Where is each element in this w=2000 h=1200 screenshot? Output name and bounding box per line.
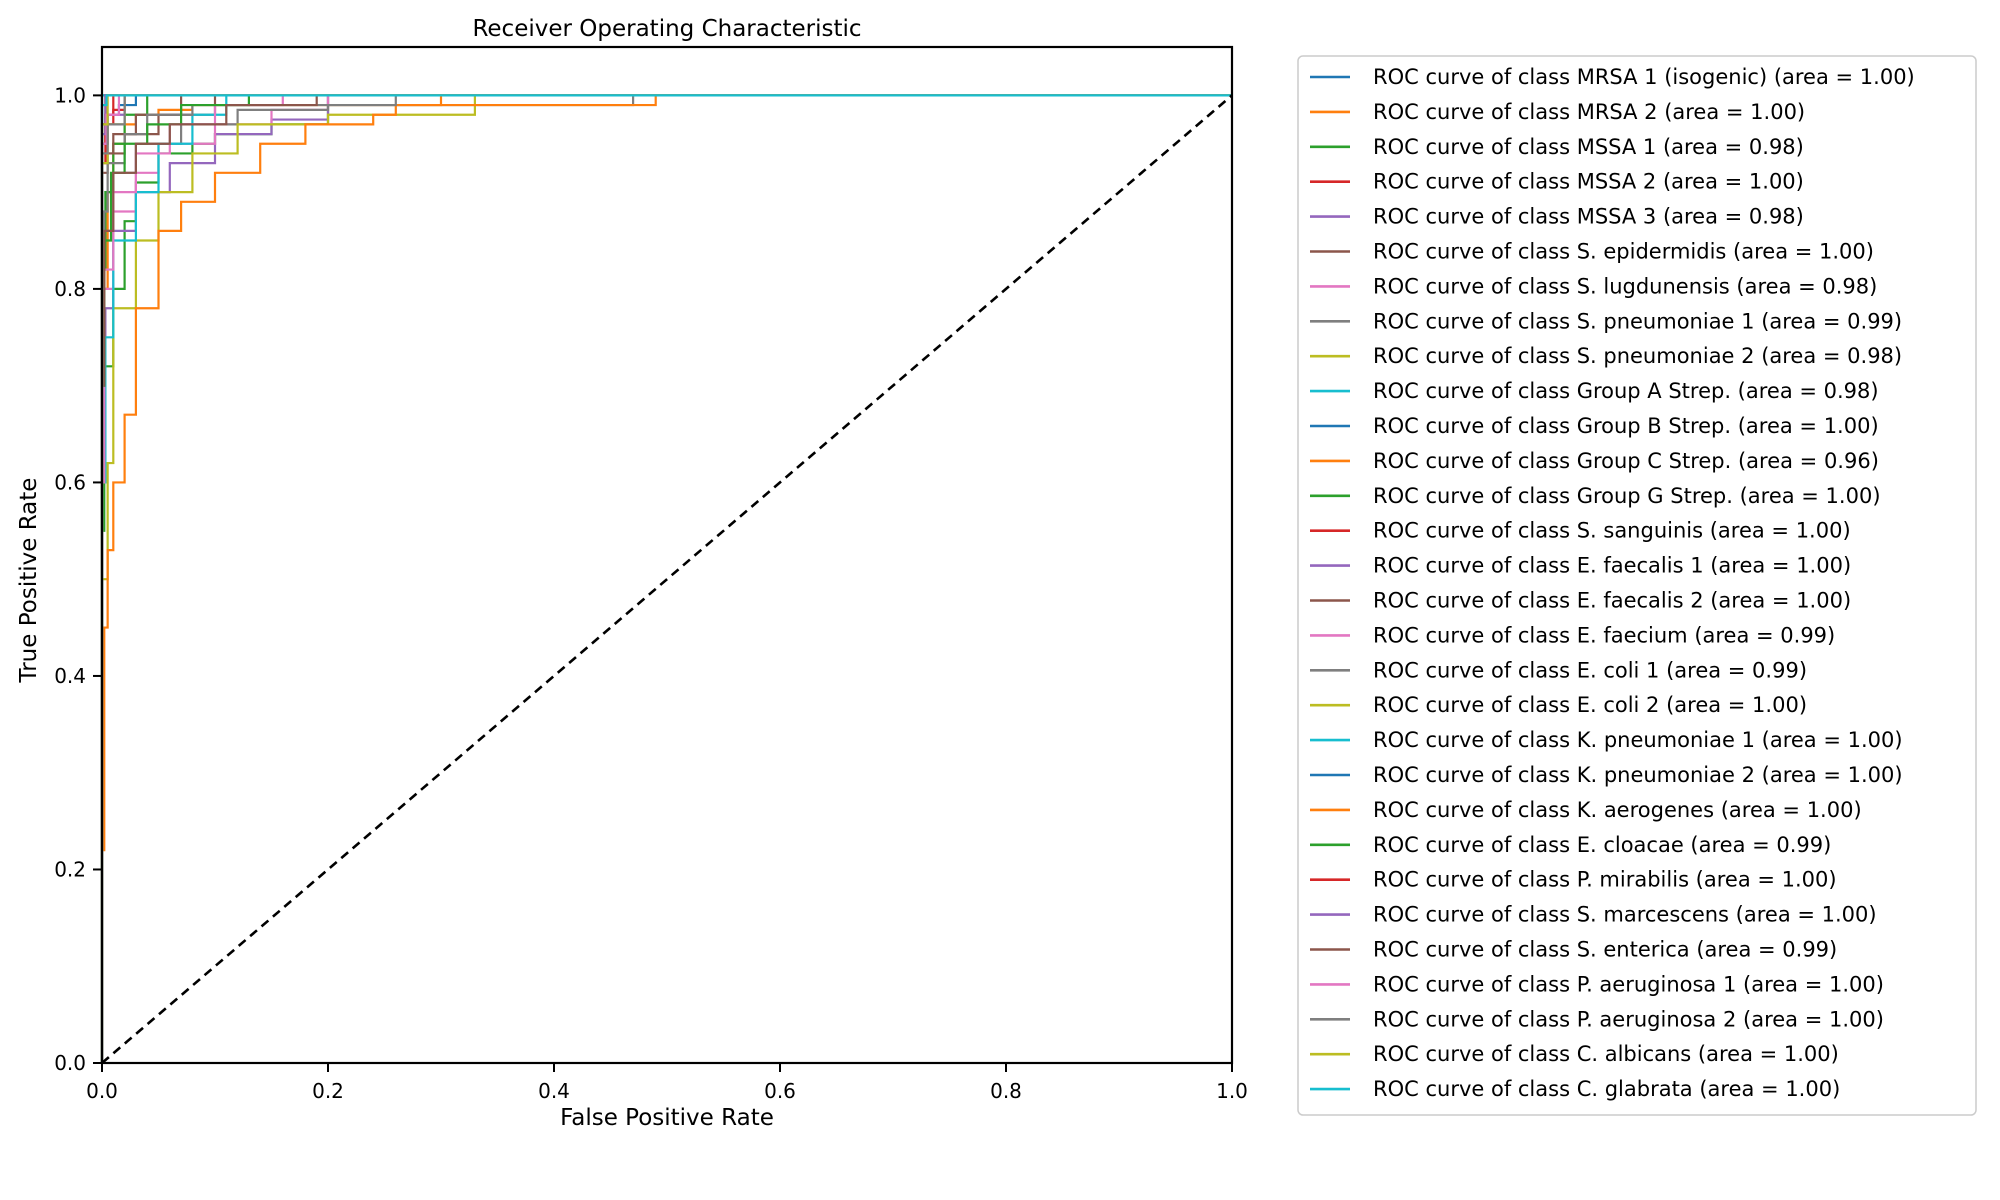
legend-entry-label: ROC curve of class E. coli 1 (area = 0.9… [1373,658,1807,682]
axes: 0.0 0.2 0.4 0.6 0.8 1.0 0.0 0.2 0.4 0.6 0.8 1.0 [54,45,1248,1103]
chance-diagonal-line [101,94,1233,1064]
legend-entry-label: ROC curve of class S. marcescens (area =… [1373,903,1877,927]
legend-entry-label: ROC curve of class E. faecalis 1 (area =… [1373,554,1851,578]
x-tick-label: 0.2 [312,1079,344,1103]
y-tick-label: 1.0 [54,83,86,107]
roc-series-26 [100,94,1232,1063]
x-tick-label: 1.0 [1216,1079,1248,1103]
x-tick-label: 0.0 [86,1079,118,1103]
legend-entry-label: ROC curve of class S. enterica (area = 0… [1373,938,1837,962]
legend-entry-label: ROC curve of class K. pneumoniae 1 (area… [1373,728,1903,752]
x-axis-label: False Positive Rate [560,1105,774,1131]
legend-entry-label: ROC curve of class K. aerogenes (area = … [1373,798,1862,822]
legend-entry-label: ROC curve of class P. aeruginosa 1 (area… [1373,972,1884,996]
legend-entry-label: ROC curve of class E. coli 2 (area = 1.0… [1373,693,1807,717]
legend-entry-label: ROC curve of class MSSA 2 (area = 1.00) [1373,170,1804,194]
legend-entry-label: ROC curve of class S. pneumoniae 1 (area… [1373,309,1902,333]
legend-entry-label: ROC curve of class Group G Strep. (area … [1373,484,1881,508]
legend-entry-label: ROC curve of class P. mirabilis (area = … [1373,868,1837,892]
y-tick-label: 0.0 [54,1051,86,1075]
y-tick-label: 0.2 [54,857,86,881]
y-tick-label: 0.4 [54,664,86,688]
y-tick-label: 0.8 [54,277,86,301]
legend-box [1297,55,1977,1116]
x-tick-label: 0.4 [538,1079,570,1103]
axes-frame [100,45,1234,1065]
legend-entry-label: ROC curve of class MRSA 1 (isogenic) (ar… [1373,65,1915,89]
legend-entry-label: ROC curve of class S. sanguinis (area = … [1373,519,1851,543]
legend-entry-label: ROC curve of class S. lugdunensis (area … [1373,274,1877,298]
plot-area [100,94,1233,1064]
y-axis-label: True Positive Rate [16,478,42,684]
legend-entry-label: ROC curve of class C. albicans (area = 1… [1373,1042,1839,1066]
legend-entry-label: ROC curve of class S. pneumoniae 2 (area… [1373,344,1902,368]
legend-entry-label: ROC curve of class E. cloacae (area = 0.… [1373,833,1831,857]
legend-entry-label: ROC curve of class MSSA 1 (area = 0.98) [1373,135,1804,159]
legend-entry-label: ROC curve of class K. pneumoniae 2 (area… [1373,763,1903,787]
legend-entry-label: ROC curve of class MSSA 3 (area = 0.98) [1373,205,1804,229]
legend-entry-label: ROC curve of class Group B Strep. (area … [1373,414,1879,438]
y-tick-label: 0.6 [54,470,86,494]
legend-entry-label: ROC curve of class MRSA 2 (area = 1.00) [1373,100,1805,124]
legend-entry-label: ROC curve of class P. aeruginosa 2 (area… [1373,1007,1884,1031]
legend-entry-label: ROC curve of class C. glabrata (area = 1… [1373,1077,1840,1101]
legend: ROC curve of class MRSA 1 (isogenic) (ar… [1297,55,1977,1116]
legend-entry-label: ROC curve of class E. faecium (area = 0.… [1373,623,1835,647]
chart-title: Receiver Operating Characteristic [472,16,861,42]
roc-series-12 [100,94,1232,1063]
x-tick-label: 0.6 [764,1079,796,1103]
legend-entry-label: ROC curve of class E. faecalis 2 (area =… [1373,589,1851,613]
legend-entry-label: ROC curve of class Group A Strep. (area … [1373,379,1879,403]
legend-entry-label: ROC curve of class S. epidermidis (area … [1373,240,1874,264]
x-tick-label: 0.8 [990,1079,1022,1103]
legend-entry-label: ROC curve of class Group C Strep. (area … [1373,449,1879,473]
